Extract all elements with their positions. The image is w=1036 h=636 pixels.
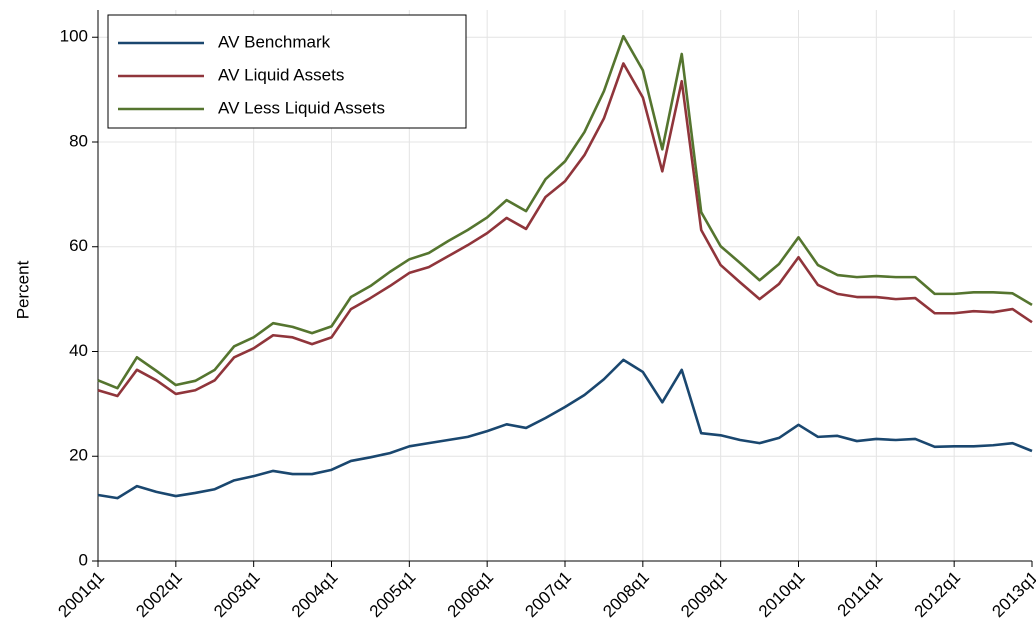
y-tick-label: 100	[60, 27, 88, 46]
line-series	[97, 62, 1033, 398]
x-tick-label: 2008q1	[599, 568, 653, 622]
x-tick-label: 2010q1	[755, 568, 809, 622]
x-tick-label: 2007q1	[521, 568, 575, 622]
legend-label: AV Benchmark	[218, 32, 331, 51]
x-tick-label: 2005q1	[366, 568, 420, 622]
x-tick-label: 2011q1	[834, 568, 887, 621]
line-series	[97, 34, 1033, 390]
legend-label: AV Less Liquid Assets	[218, 98, 385, 117]
x-tick-label: 2013q1	[988, 568, 1036, 622]
y-tick-label: 60	[69, 236, 88, 255]
x-tick-label: 2001q1	[54, 568, 108, 622]
x-tick-label: 2009q1	[677, 568, 731, 622]
legend-label: AV Liquid Assets	[218, 65, 344, 84]
x-tick-label: 2003q1	[210, 568, 264, 622]
y-tick-label: 0	[79, 550, 88, 569]
line-series	[97, 358, 1033, 500]
y-tick-label: 20	[69, 446, 88, 465]
x-tick-label: 2002q1	[132, 568, 186, 622]
y-tick-label: 40	[69, 341, 88, 360]
x-tick-label: 2012q1	[911, 568, 965, 622]
x-tick-label: 2006q1	[444, 568, 498, 622]
y-tick-label: 80	[69, 131, 88, 150]
y-axis-label: Percent	[13, 260, 32, 319]
x-tick-label: 2004q1	[288, 568, 342, 622]
